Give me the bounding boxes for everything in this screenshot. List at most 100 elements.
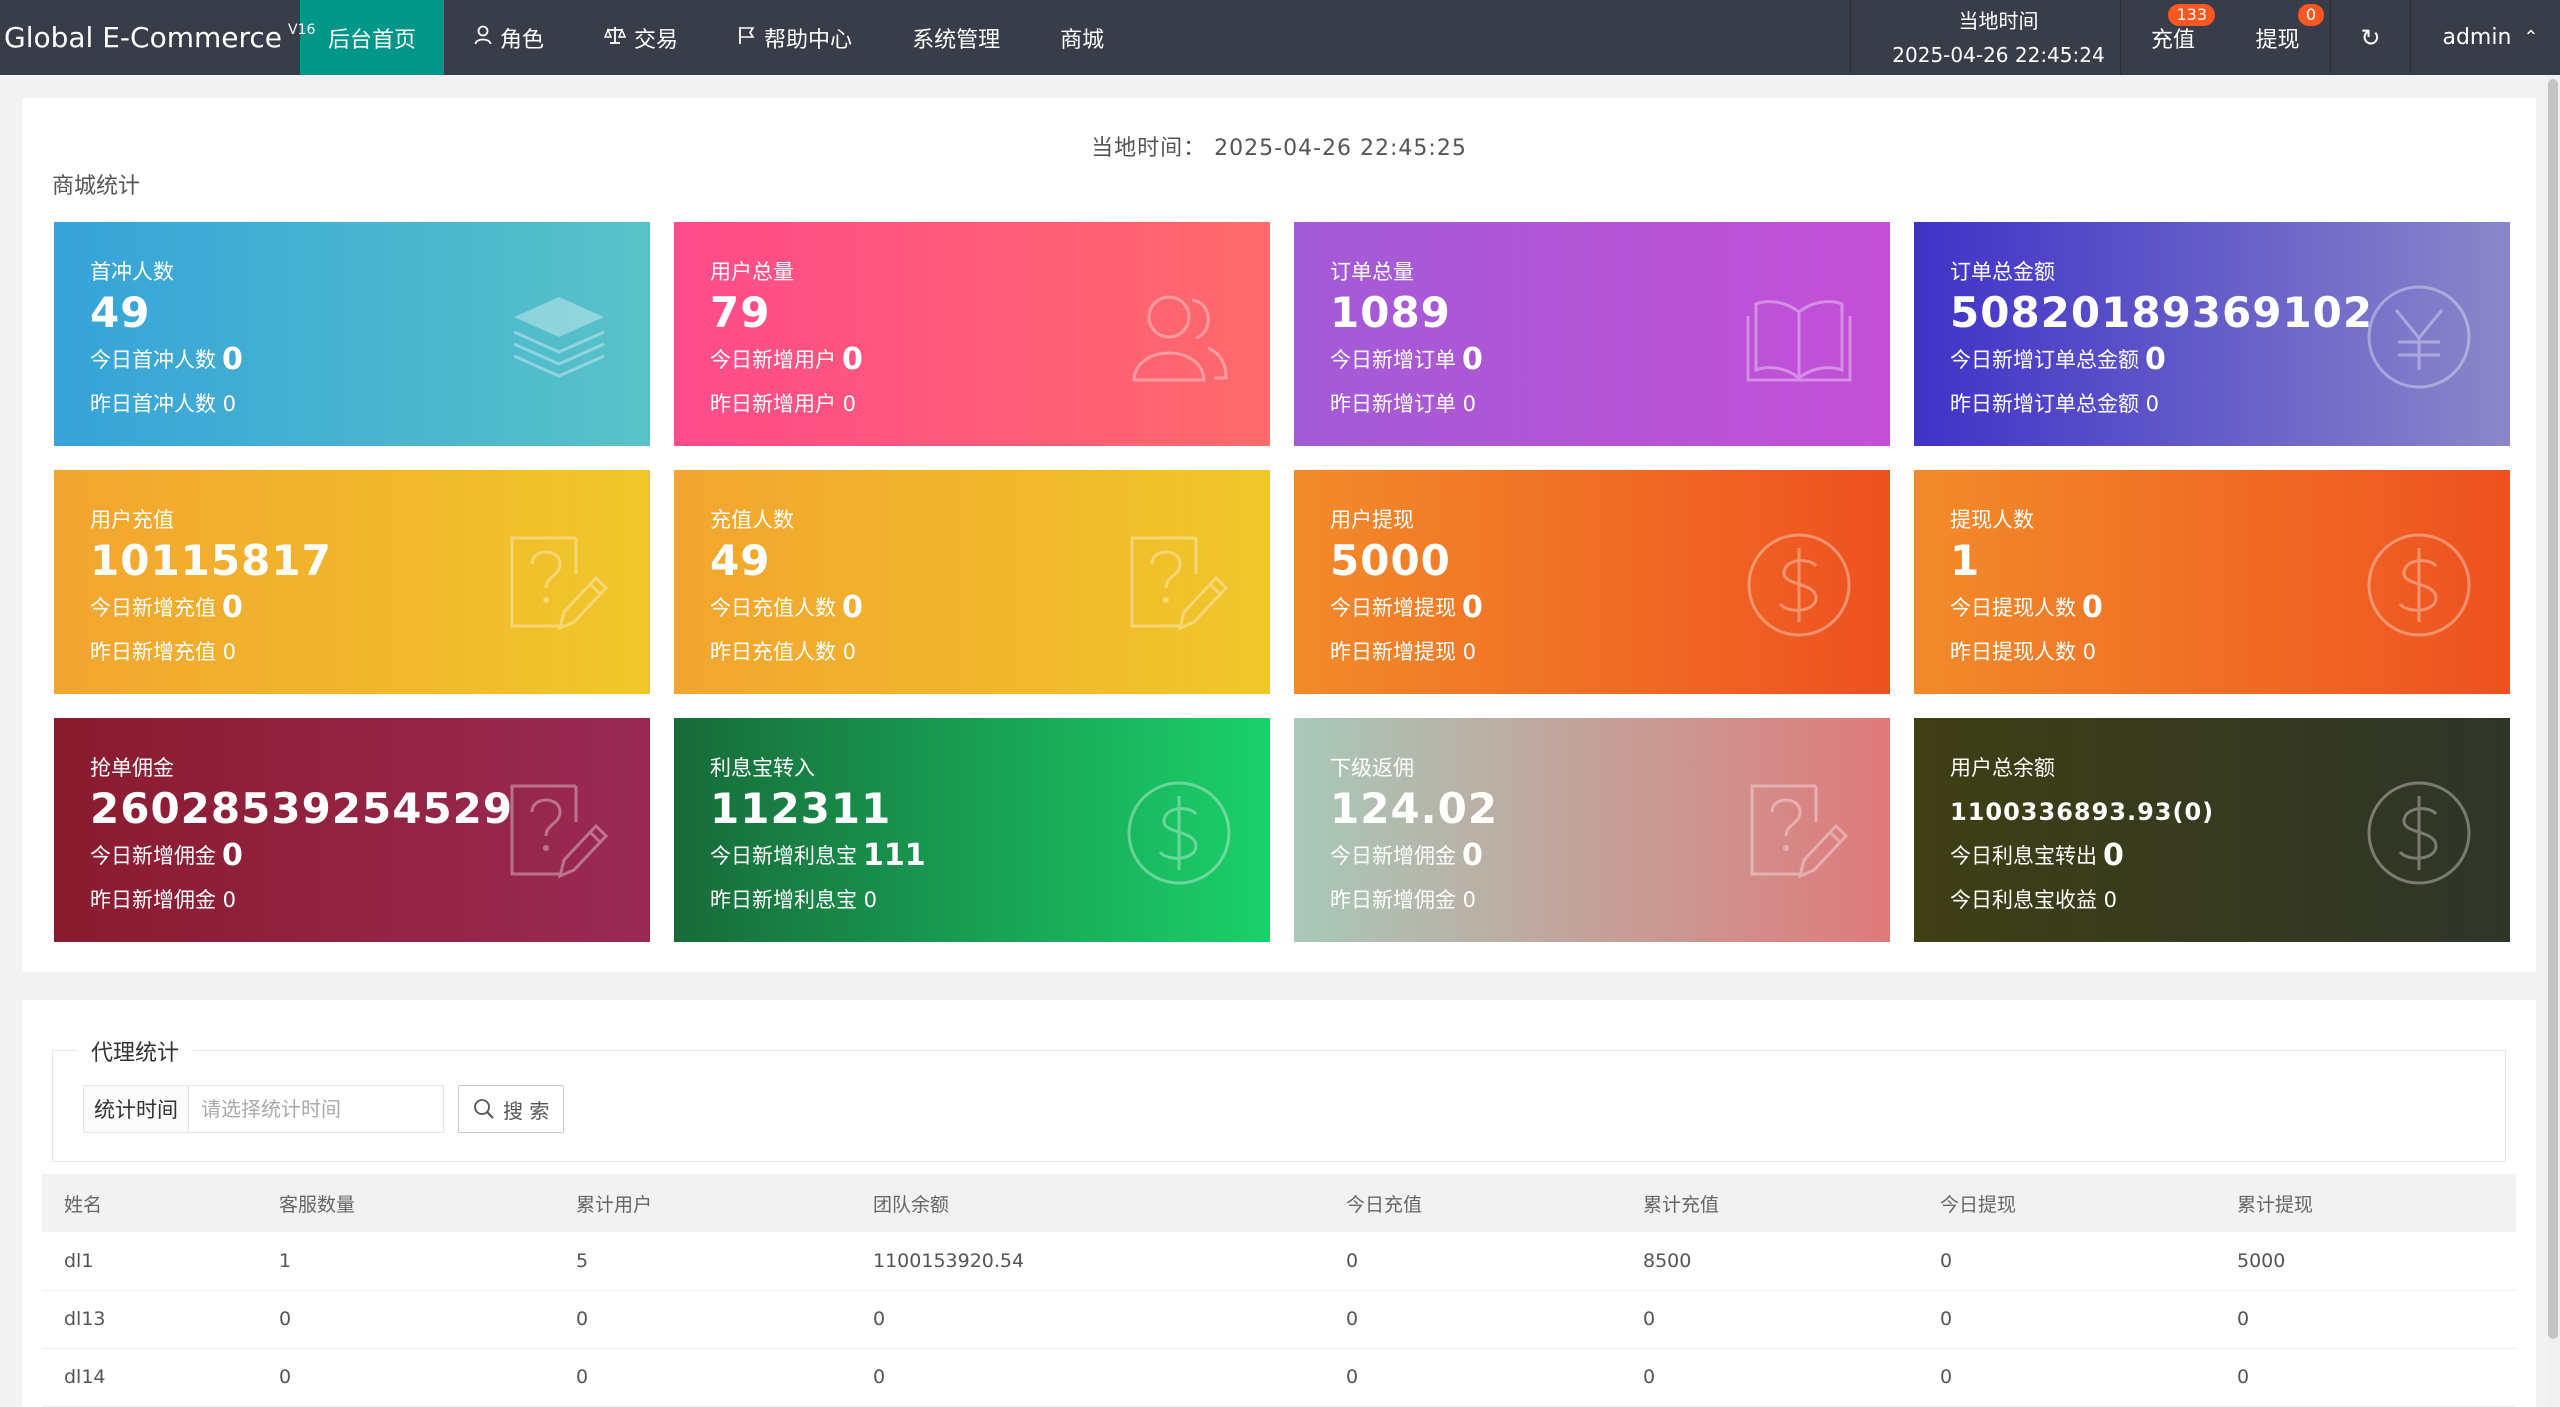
nav-item-5[interactable]: 商城	[1030, 0, 1134, 75]
card-yesterday: 昨日新增佣金 0	[90, 888, 237, 912]
card-yesterday: 昨日新增提现 0	[1330, 640, 1477, 664]
card-value: 49	[710, 536, 771, 585]
nav-item-label: 交易	[634, 27, 679, 53]
table-row[interactable]: dl1 1 5 1100153920.54 0 8500 0 5000	[42, 1232, 2516, 1291]
stat-card: 充值人数 49 今日充值人数 0 昨日充值人数 0	[674, 470, 1270, 694]
main-nav: 后台首页 角色 交易 帮助中心 系统管理 商城	[300, 0, 1134, 75]
card-today-label: 今日新增利息宝	[710, 844, 857, 868]
nav-item-4[interactable]: 系统管理	[882, 0, 1030, 75]
header-time: 当地时间 2025-04-26 22:45:24	[1850, 0, 2120, 75]
dollar-icon	[1124, 778, 1234, 888]
card-today-value: 0	[842, 342, 863, 377]
nav-item-0[interactable]: 后台首页	[300, 0, 445, 75]
nav-item-2[interactable]: 交易	[574, 0, 708, 75]
card-yesterday: 昨日新增佣金 0	[1330, 888, 1477, 912]
table-cell: 5000	[2215, 1232, 2516, 1291]
card-value: 1089	[1330, 288, 1451, 337]
stat-card: 下级返佣 124.02 今日新增佣金 0 昨日新增佣金 0	[1294, 718, 1890, 942]
date-input[interactable]	[189, 1085, 444, 1133]
column-header: 今日充值	[1324, 1174, 1621, 1232]
card-today-value: 0	[1462, 838, 1483, 873]
card-value: 49	[90, 288, 151, 337]
card-today: 今日新增订单总金额 0	[1950, 340, 2166, 377]
card-value: 1100336893.93(0)	[1950, 798, 2215, 826]
agent-panel: 代理统计 统计时间 搜 索 姓名客服数量累计用户团队余额今日充值累计充值今日提现…	[22, 1000, 2536, 1407]
nav-item-3[interactable]: 帮助中心	[708, 0, 882, 75]
card-yesterday: 昨日新增订单总金额 0	[1950, 392, 2160, 416]
yen-icon	[2364, 282, 2474, 392]
column-header: 团队余额	[851, 1174, 1324, 1232]
card-today-label: 今日新增佣金	[1330, 844, 1456, 868]
header-time-value: 2025-04-26 22:45:24	[1892, 42, 2105, 67]
withdraw-button[interactable]: 提现 0	[2225, 0, 2330, 75]
agent-table: 姓名 客服数量 累计用户 团队余额 今日充值 累计充值 今日提现 累计提现 dl1 1 5 1100…	[42, 1174, 2516, 1407]
table-cell: 0	[1918, 1290, 2215, 1349]
card-today-label: 今日利息宝转出	[1950, 844, 2097, 868]
filter-row: 统计时间 搜 索	[83, 1085, 565, 1133]
search-button[interactable]: 搜 索	[458, 1085, 565, 1133]
table-cell: 0	[1324, 1290, 1621, 1349]
card-today-label: 今日新增订单	[1330, 348, 1456, 372]
card-title: 用户总余额	[1950, 756, 2055, 780]
card-value: 26028539254529	[90, 784, 514, 833]
card-today-value: 0	[2103, 838, 2124, 873]
card-title: 充值人数	[710, 508, 794, 532]
card-value: 112311	[710, 784, 892, 833]
stat-card: 首冲人数 49 今日首冲人数 0 昨日首冲人数 0	[54, 222, 650, 446]
table-cell: 0	[851, 1290, 1324, 1349]
recharge-button[interactable]: 充值 133	[2120, 0, 2225, 75]
nav-item-1[interactable]: 角色	[444, 0, 574, 75]
card-title: 利息宝转入	[710, 756, 815, 780]
dollar-icon	[2364, 530, 2474, 640]
table-cell: 0	[851, 1348, 1324, 1407]
scrollbar-thumb[interactable]	[2548, 79, 2558, 1339]
stat-card: 利息宝转入 112311 今日新增利息宝 111 昨日新增利息宝 0	[674, 718, 1270, 942]
table-cell: 0	[2215, 1348, 2516, 1407]
card-title: 用户充值	[90, 508, 174, 532]
search-icon	[474, 1099, 494, 1119]
column-header: 姓名	[42, 1174, 257, 1232]
edit-question-icon	[1124, 530, 1234, 640]
edit-question-icon	[504, 778, 614, 888]
card-today-label: 今日首冲人数	[90, 348, 216, 372]
table-row[interactable]: dl13 0 0 0 0 0 0 0	[42, 1290, 2516, 1349]
table-header: 姓名 客服数量 累计用户 团队余额 今日充值 累计充值 今日提现 累计提现	[42, 1174, 2516, 1232]
card-yesterday: 昨日提现人数 0	[1950, 640, 2097, 664]
card-today-value: 0	[842, 590, 863, 625]
card-today: 今日新增佣金 0	[90, 836, 243, 873]
top-right: 当地时间 2025-04-26 22:45:24 充值 133 提现 0 ↻ a…	[1850, 0, 2560, 75]
nav-item-label: 角色	[500, 27, 545, 53]
brand[interactable]: Global E-Commerce V16	[0, 0, 315, 75]
stat-card: 用户总余额 1100336893.93(0) 今日利息宝转出 0 今日利息宝收益 …	[1914, 718, 2510, 942]
card-today: 今日首冲人数 0	[90, 340, 243, 377]
table-cell: 1100153920.54	[851, 1232, 1324, 1291]
page-scrollbar[interactable]	[2546, 75, 2560, 1407]
card-today: 今日新增佣金 0	[1330, 836, 1483, 873]
card-title: 订单总量	[1330, 260, 1414, 284]
users-icon	[1124, 282, 1234, 392]
card-today: 今日新增用户 0	[710, 340, 863, 377]
user-icon	[474, 25, 492, 50]
dollar-icon	[2364, 778, 2474, 888]
user-menu[interactable]: admin ⌃	[2410, 0, 2560, 75]
nav-item-label: 后台首页	[328, 27, 417, 53]
card-today-value: 0	[1462, 590, 1483, 625]
table-cell: 1	[257, 1232, 554, 1291]
stat-card: 订单总金额 50820189369102 今日新增订单总金额 0 昨日新增订单总金…	[1914, 222, 2510, 446]
card-today-value: 0	[2145, 342, 2166, 377]
card-title: 提现人数	[1950, 508, 2034, 532]
dollar-icon	[1744, 530, 1854, 640]
brand-name: Global E-Commerce	[4, 21, 282, 54]
card-today-label: 今日新增订单总金额	[1950, 348, 2139, 372]
refresh-button[interactable]: ↻	[2330, 0, 2410, 75]
nav-item-label: 商城	[1060, 27, 1105, 53]
card-today-label: 今日充值人数	[710, 596, 836, 620]
table-cell: 0	[1918, 1348, 2215, 1407]
card-today-label: 今日新增用户	[710, 348, 836, 372]
table-cell: dl1	[42, 1232, 257, 1291]
table-row[interactable]: dl14 0 0 0 0 0 0 0	[42, 1348, 2516, 1407]
stat-card: 用户充值 10115817 今日新增充值 0 昨日新增充值 0	[54, 470, 650, 694]
card-value: 5000	[1330, 536, 1451, 585]
table-cell: 0	[1621, 1348, 1918, 1407]
table-cell: 0	[1621, 1290, 1918, 1349]
